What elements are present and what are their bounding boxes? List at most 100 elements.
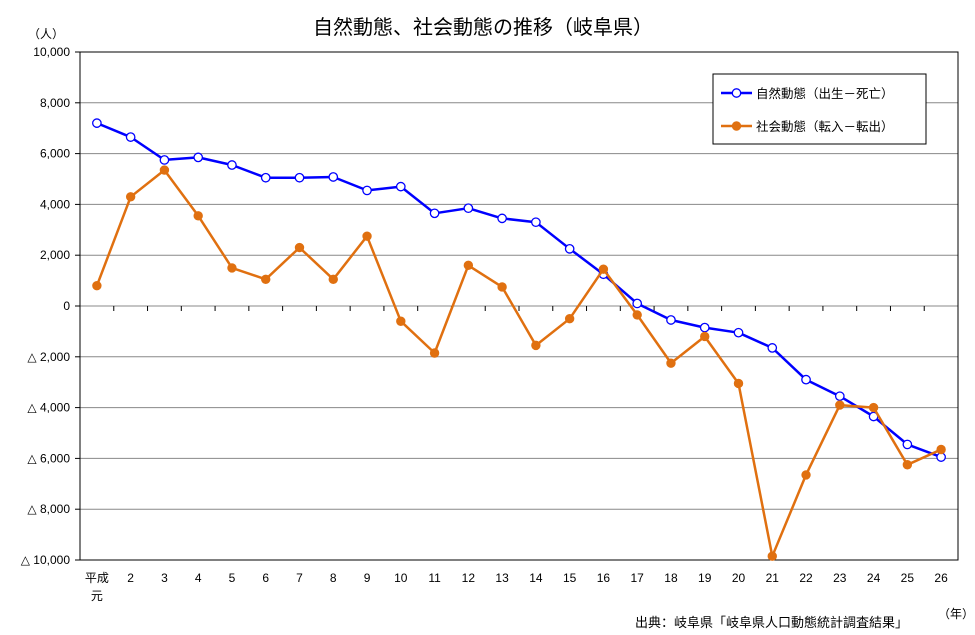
data-point xyxy=(362,185,372,196)
y-tick-label: △ 10,000 xyxy=(21,553,71,567)
legend-label-social: 社会動態（転入－転出） xyxy=(756,119,894,134)
x-tick-label: 3 xyxy=(161,571,168,585)
x-tick-label: 9 xyxy=(364,571,371,585)
x-tick-label: 19 xyxy=(698,571,712,585)
data-point xyxy=(396,316,406,326)
x-tick-label: 5 xyxy=(229,571,236,585)
series xyxy=(92,118,946,561)
data-point xyxy=(700,331,710,342)
x-tick-label: 4 xyxy=(195,571,202,585)
series-line xyxy=(96,121,942,459)
x-tick-label: 21 xyxy=(766,571,780,585)
y-axis-ticks: 10,000 8,000 6,000 4,000 2,000 0 △ 2,000 △ 4,00… xyxy=(21,45,80,567)
data-point xyxy=(699,322,710,333)
data-point xyxy=(733,327,744,338)
y-tick-label: 10,000 xyxy=(33,45,70,59)
data-point xyxy=(260,172,271,183)
data-point xyxy=(564,244,575,254)
data-point xyxy=(193,211,203,221)
x-tick-label: 平成元 xyxy=(85,571,109,603)
data-point xyxy=(125,132,136,142)
data-point xyxy=(159,155,170,165)
y-tick-label: 8,000 xyxy=(40,96,70,110)
legend-label-natural: 自然動態（出生－死亡） xyxy=(756,86,894,101)
data-point xyxy=(868,402,879,413)
y-tick-label: △ 4,000 xyxy=(27,401,70,415)
x-tick-label: 12 xyxy=(462,571,476,585)
x-axis-unit: （年） xyxy=(938,607,974,621)
x-tick-label: 2 xyxy=(127,571,134,585)
x-tick-label: 17 xyxy=(631,571,645,585)
data-point xyxy=(767,551,777,561)
data-point xyxy=(227,160,237,170)
data-point xyxy=(294,242,305,253)
data-point xyxy=(395,181,406,192)
x-tick-label: 8 xyxy=(330,571,337,585)
chart-title: 自然動態、社会動態の推移（岐阜県） xyxy=(313,15,653,39)
data-point xyxy=(193,152,204,163)
data-point xyxy=(227,263,237,273)
y-tick-label: △ 8,000 xyxy=(27,502,70,516)
y-axis-unit: （人） xyxy=(28,27,64,41)
data-point xyxy=(801,374,811,385)
data-point xyxy=(429,208,440,219)
data-point xyxy=(936,444,946,455)
x-tick-label: 26 xyxy=(934,571,948,585)
data-point xyxy=(429,348,440,358)
data-point xyxy=(531,340,541,351)
data-point xyxy=(834,391,845,402)
data-point xyxy=(733,378,744,389)
data-point xyxy=(463,203,474,214)
y-tick-label: 2,000 xyxy=(40,248,70,262)
legend-box xyxy=(712,73,927,145)
data-point xyxy=(632,298,643,309)
data-point xyxy=(362,231,372,241)
data-point xyxy=(666,358,676,368)
x-tick-label: 13 xyxy=(495,571,509,585)
data-point xyxy=(125,192,136,202)
x-tick-label: 24 xyxy=(867,571,881,585)
data-point xyxy=(598,264,609,274)
data-point xyxy=(632,310,642,320)
data-point xyxy=(902,439,913,450)
x-tick-label: 22 xyxy=(799,571,813,585)
x-tick-label: 10 xyxy=(394,571,408,585)
x-tick-label: 20 xyxy=(732,571,746,585)
x-tick-label: 25 xyxy=(901,571,915,585)
legend-marker-natural xyxy=(731,88,742,98)
series-0 xyxy=(92,118,946,462)
x-tick-label: 6 xyxy=(262,571,269,585)
data-point xyxy=(497,282,507,292)
plot-area xyxy=(79,51,959,561)
data-point xyxy=(902,460,913,470)
data-point xyxy=(159,165,170,175)
x-tick-label: 23 xyxy=(833,571,847,585)
data-point xyxy=(666,315,676,325)
x-tick-label: 7 xyxy=(296,571,303,585)
x-tick-label: 11 xyxy=(428,571,441,585)
data-point xyxy=(92,118,102,128)
series-line xyxy=(95,168,942,558)
data-point xyxy=(261,274,271,285)
y-tick-label: 0 xyxy=(63,299,70,313)
y-tick-label: △ 2,000 xyxy=(27,350,70,364)
legend-marker-social xyxy=(731,121,742,131)
data-point xyxy=(531,217,541,228)
data-point xyxy=(463,260,474,271)
y-tick-label: 4,000 xyxy=(40,197,70,211)
data-point xyxy=(328,274,338,285)
data-point xyxy=(564,314,575,324)
source-note: 出典：岐阜県「岐阜県人口動態統計調査結果」 xyxy=(635,615,908,631)
data-point xyxy=(294,172,305,183)
y-tick-label: 6,000 xyxy=(40,147,70,161)
x-tick-label: 15 xyxy=(563,571,577,585)
legend: 自然動態（出生－死亡） 社会動態（転入－転出） xyxy=(712,73,927,145)
x-tick-label: 16 xyxy=(597,571,611,585)
data-point xyxy=(328,172,339,182)
x-tick-label: 14 xyxy=(529,571,543,585)
x-tick-label: 18 xyxy=(664,571,678,585)
data-point xyxy=(801,470,811,480)
data-point xyxy=(767,343,778,353)
